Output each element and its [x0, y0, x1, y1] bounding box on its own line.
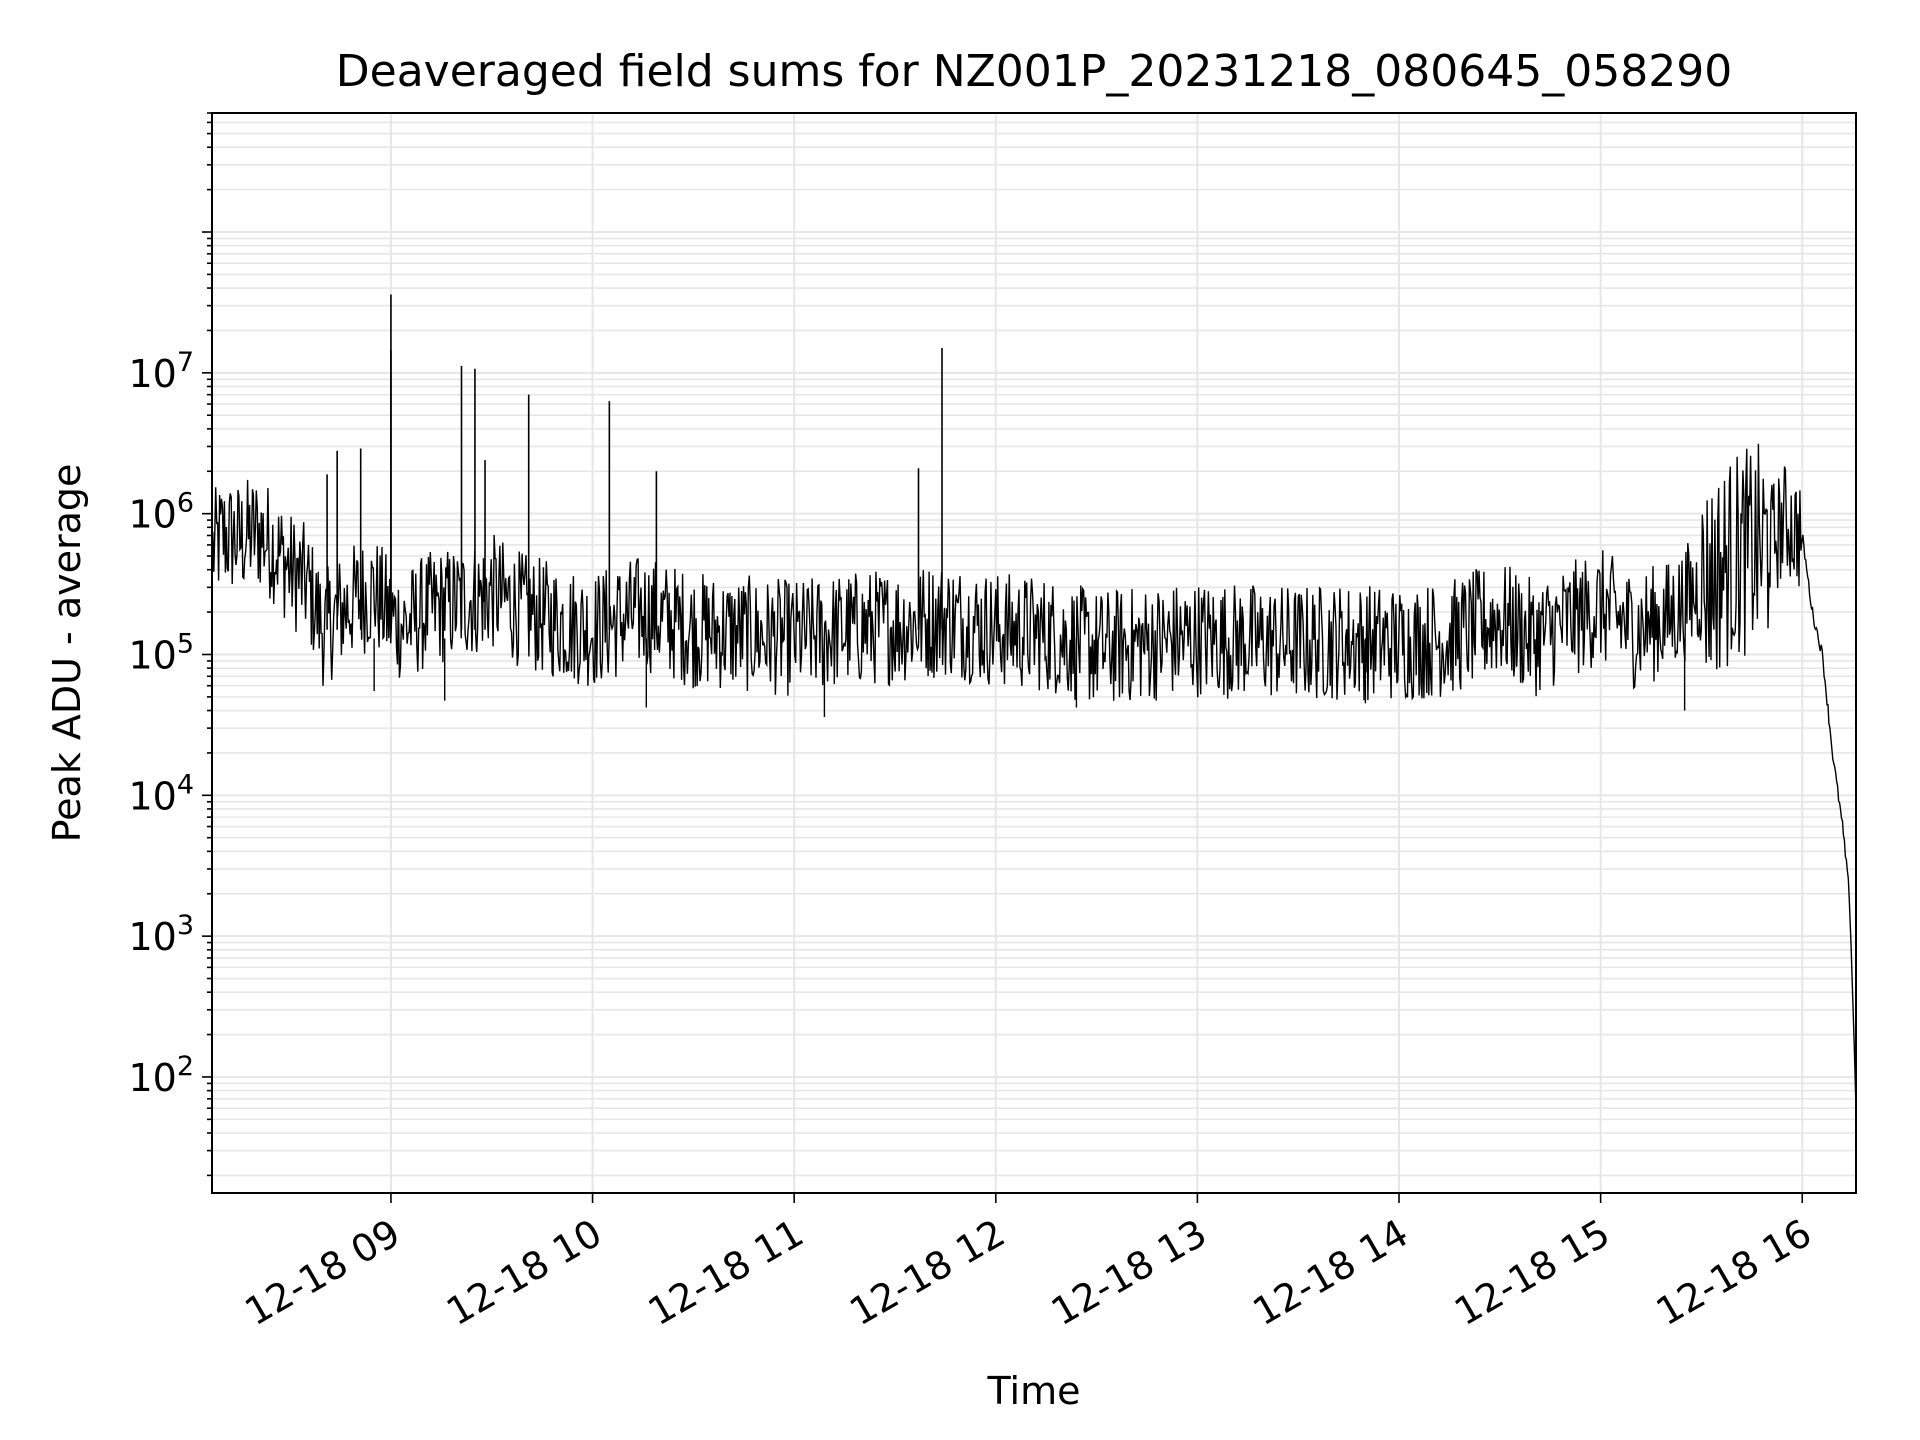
data-series [212, 294, 1857, 1111]
x-axis-label: Time [987, 1369, 1081, 1413]
y-tick-label: 107 [128, 347, 194, 396]
y-tick-label: 104 [128, 769, 194, 818]
y-tick-label: 102 [128, 1051, 194, 1100]
y-axis-label: Peak ADU - average [45, 464, 89, 843]
plot-frame [211, 112, 1857, 1194]
y-tick-label: 103 [128, 910, 194, 959]
chart-title: Deaveraged field sums for NZ001P_2023121… [336, 46, 1732, 97]
y-tick-label: 106 [128, 488, 194, 537]
series-line [212, 443, 1857, 1111]
y-tick-label: 105 [128, 628, 194, 677]
